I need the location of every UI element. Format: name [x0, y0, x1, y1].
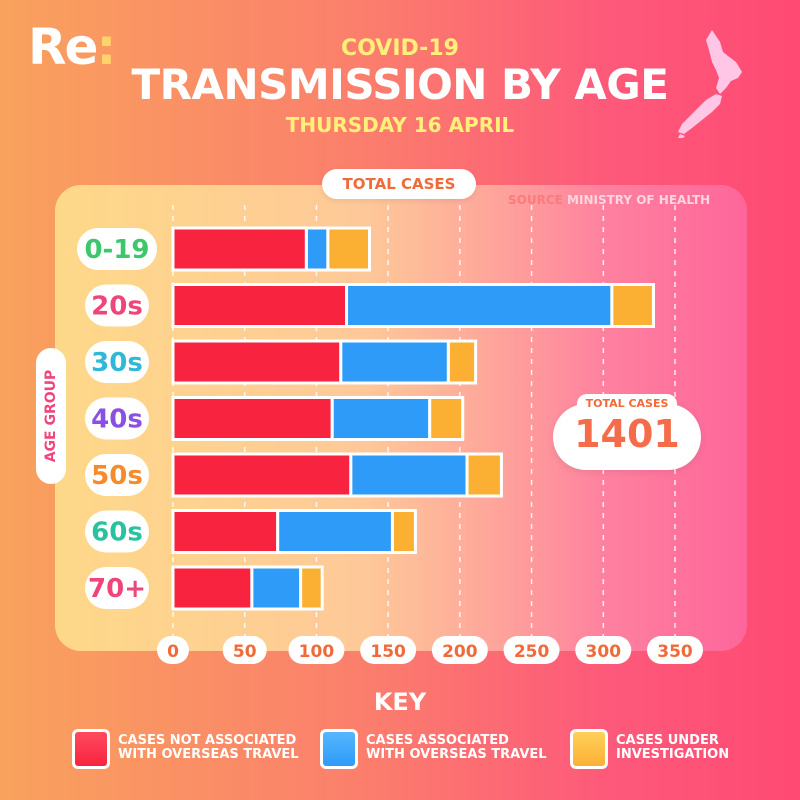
- key-swatch-yellow: [570, 729, 608, 769]
- category-label-pill: [85, 510, 149, 553]
- x-tick-label: 200: [442, 642, 478, 662]
- category-label: 50s: [91, 461, 143, 491]
- bar-segment: [276, 509, 394, 554]
- bar-segment: [171, 509, 280, 554]
- key-swatch-blue: [320, 729, 358, 769]
- bar-segment: [390, 509, 417, 554]
- category-label: 40s: [91, 405, 143, 435]
- bar-segment: [171, 339, 343, 385]
- x-tick-pill: [575, 636, 632, 664]
- x-tick-label: 350: [657, 642, 693, 662]
- bar-segment: [171, 452, 353, 498]
- bar-segment: [171, 226, 308, 272]
- x-tick-pill: [360, 636, 417, 664]
- bar-segment: [428, 396, 465, 441]
- key-swatch-red: [72, 729, 110, 769]
- category-label: 0-19: [84, 235, 149, 265]
- key-label: CASES UNDER INVESTIGATION: [616, 733, 730, 762]
- category-label-pill: [85, 284, 149, 327]
- bar-segment: [171, 565, 254, 611]
- bar-segment: [345, 283, 614, 328]
- chart-date: THURSDAY 16 APRIL: [285, 113, 515, 137]
- category-label: 30s: [91, 348, 143, 378]
- bar-segment: [465, 452, 503, 498]
- category-label-pill: [85, 454, 149, 496]
- key-label: CASES NOT ASSOCIATED WITH OVERSEAS TRAVE…: [118, 733, 299, 762]
- x-tick-pill: [288, 636, 345, 664]
- x-tick-label: 100: [299, 642, 335, 662]
- chart-subtitle: COVID-19: [341, 36, 459, 61]
- category-label: 20s: [91, 292, 143, 322]
- category-label: 70+: [88, 574, 146, 604]
- bar-segment: [446, 339, 478, 385]
- x-tick-pill: [503, 636, 560, 664]
- x-tick-pill: [647, 636, 703, 664]
- category-label-pill: [85, 567, 149, 609]
- chart-title: TRANSMISSION BY AGE: [131, 60, 669, 109]
- source-note: SOURCE MINISTRY OF HEALTH: [508, 193, 711, 207]
- total-cases-badge: [553, 404, 701, 470]
- x-tick-label: 250: [514, 642, 550, 662]
- x-tick-pill: [431, 636, 488, 664]
- bar-segment: [326, 226, 371, 272]
- category-label-pill: [77, 228, 157, 270]
- bar-segment: [250, 565, 303, 611]
- x-tick-pill: [222, 636, 267, 664]
- bar-segment: [349, 452, 469, 498]
- bar-segment: [304, 226, 330, 272]
- total-cases-value: 1401: [574, 412, 680, 456]
- x-tick-label: 300: [586, 642, 622, 662]
- x-tick-label: 150: [370, 642, 406, 662]
- category-label: 60s: [91, 518, 143, 548]
- x-tick-label: 0: [167, 642, 179, 662]
- x-tick-label: 50: [233, 642, 257, 662]
- bar-segment: [171, 283, 349, 328]
- bar-segment: [339, 339, 450, 385]
- brand-logo: Re:: [28, 18, 116, 76]
- y-axis-label-pill: AGE GROUP: [36, 348, 66, 484]
- category-label-pill: [85, 397, 149, 440]
- bar-segment: [299, 565, 324, 611]
- bar-segment: [171, 396, 334, 441]
- bar-segment: [610, 283, 655, 328]
- new-zealand-map-icon: [678, 30, 742, 138]
- key-title: KEY: [373, 688, 427, 716]
- total-cases-badge-label: TOTAL CASES: [577, 394, 677, 414]
- key-label: CASES ASSOCIATED WITH OVERSEAS TRAVEL: [366, 733, 547, 762]
- bar-segment: [330, 396, 432, 441]
- category-label-pill: [85, 341, 149, 383]
- x-tick-pill: [157, 636, 189, 664]
- x-axis-label: TOTAL CASES: [322, 169, 476, 199]
